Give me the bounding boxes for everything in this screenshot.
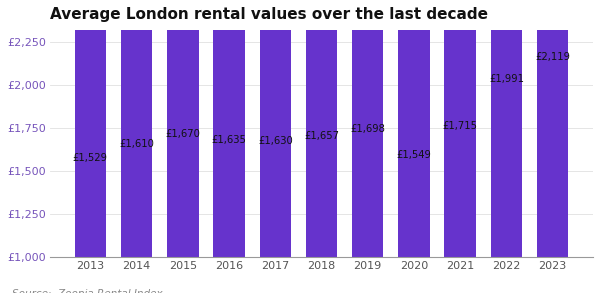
Text: £1,630: £1,630 <box>258 136 293 146</box>
Bar <box>214 0 245 257</box>
Text: Average London rental values over the last decade: Average London rental values over the la… <box>50 7 488 22</box>
Bar <box>167 0 199 257</box>
Bar <box>121 0 152 257</box>
Bar <box>491 0 522 257</box>
Text: £1,715: £1,715 <box>443 121 478 131</box>
Bar <box>445 0 476 257</box>
Text: Source:  Zoopia Rental Index: Source: Zoopia Rental Index <box>12 289 163 293</box>
Bar <box>260 0 291 257</box>
Text: £1,549: £1,549 <box>397 150 431 160</box>
Bar <box>352 0 383 257</box>
Text: £1,991: £1,991 <box>489 74 524 84</box>
Text: £1,635: £1,635 <box>212 135 247 145</box>
Text: £1,610: £1,610 <box>119 139 154 149</box>
Text: £1,698: £1,698 <box>350 124 385 134</box>
Bar <box>74 0 106 257</box>
Text: £2,119: £2,119 <box>535 52 570 62</box>
Text: £1,657: £1,657 <box>304 131 339 141</box>
Bar <box>537 0 568 257</box>
Bar <box>306 0 337 257</box>
Text: £1,529: £1,529 <box>73 153 108 163</box>
Text: £1,670: £1,670 <box>166 129 200 139</box>
Bar <box>398 0 430 257</box>
